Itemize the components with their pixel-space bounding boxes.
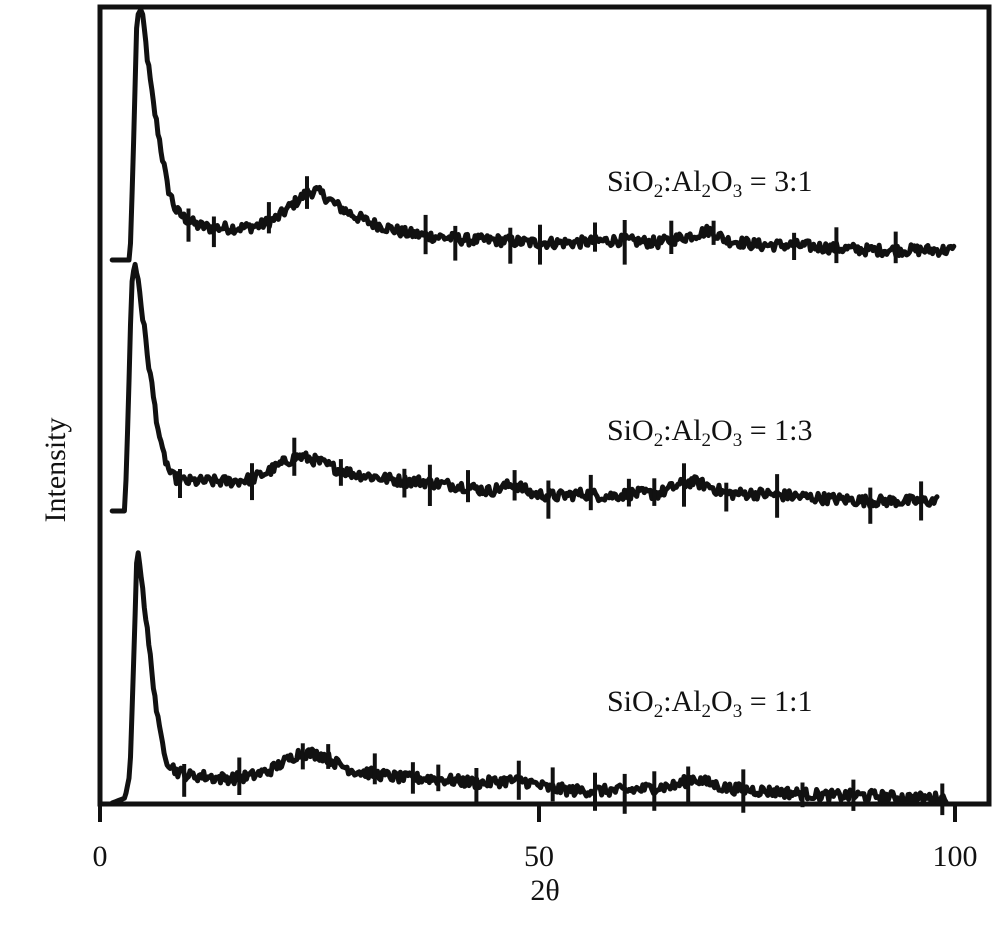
series-label-1: SiO2:Al2O3 = 1:3	[607, 414, 812, 451]
x-tick-label-1: 50	[524, 840, 554, 873]
series-line-1	[109, 261, 940, 514]
series-line-2	[109, 550, 949, 806]
series-label-2: SiO2:Al2O3 = 1:1	[607, 685, 812, 722]
x-tick-label-2: 100	[933, 840, 978, 873]
series-line-0	[109, 8, 957, 263]
series-layer	[109, 8, 957, 816]
series-label-layer: SiO2:Al2O3 = 3:1 SiO2:Al2O3 = 1:3 SiO2:Al2…	[607, 165, 812, 722]
y-axis-title: Intensity	[39, 418, 72, 523]
x-axis-ticks: 0 50 100	[93, 804, 978, 873]
x-tick-label-0: 0	[93, 840, 108, 873]
x-axis-title: 2θ	[530, 874, 559, 907]
plot-frame	[97, 4, 992, 807]
series-label-0: SiO2:Al2O3 = 3:1	[607, 165, 812, 202]
